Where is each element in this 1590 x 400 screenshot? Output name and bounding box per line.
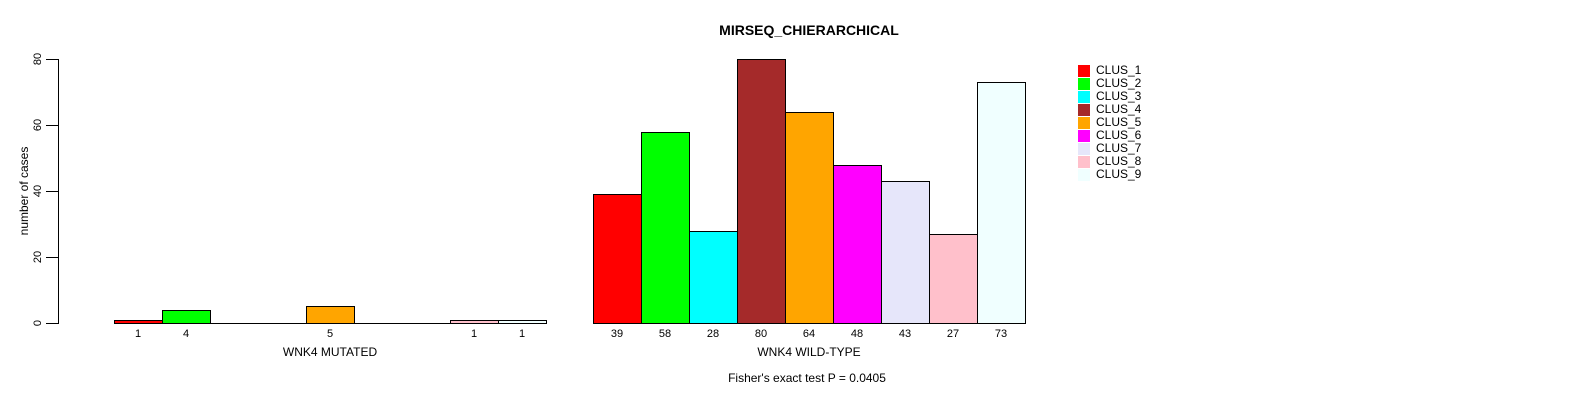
legend-swatch-clus_2	[1078, 77, 1090, 90]
bar-value-label-wnk4-wild-type-clus_3: 28	[706, 328, 720, 340]
y-tick-label-0: 0	[32, 319, 44, 327]
bar-value-label-wnk4-wild-type-clus_9: 73	[994, 328, 1008, 340]
bar-value-label-wnk4-mutated-clus_1: 1	[134, 328, 142, 340]
bar-value-label-wnk4-wild-type-clus_1: 39	[610, 328, 624, 340]
bar-wnk4-wild-type-clus_5	[785, 112, 834, 324]
legend-item-clus_5: CLUS_5	[1078, 116, 1141, 129]
legend-swatch-clus_4	[1078, 103, 1090, 116]
bar-wnk4-wild-type-clus_8	[929, 234, 978, 324]
fisher-test-annotation: Fisher's exact test P = 0.0405	[728, 371, 886, 385]
y-tick-mark-80	[46, 59, 58, 60]
chart-title: MIRSEQ_CHIERARCHICAL	[719, 22, 899, 38]
legend-label-clus_8: CLUS_8	[1096, 154, 1142, 168]
legend-label-clus_1: CLUS_1	[1096, 63, 1142, 77]
legend-swatch-clus_9	[1078, 168, 1090, 181]
y-tick-label-20: 20	[32, 250, 44, 264]
legend-item-clus_6: CLUS_6	[1078, 129, 1141, 142]
y-tick-label-40: 40	[32, 184, 44, 198]
y-tick-mark-20	[46, 257, 58, 258]
zero-bar-wnk4-mutated-clus_6	[354, 323, 403, 324]
bar-wnk4-wild-type-clus_6	[833, 165, 882, 324]
bar-value-label-wnk4-mutated-clus_8: 1	[470, 328, 478, 340]
bar-wnk4-wild-type-clus_4	[737, 59, 786, 324]
legend-item-clus_4: CLUS_4	[1078, 103, 1141, 116]
legend-swatch-clus_1	[1078, 64, 1090, 77]
legend-swatch-clus_5	[1078, 116, 1090, 129]
bar-value-label-wnk4-wild-type-clus_8: 27	[946, 328, 960, 340]
legend-item-clus_9: CLUS_9	[1078, 168, 1141, 181]
zero-bar-wnk4-mutated-clus_4	[258, 323, 307, 324]
zero-bar-wnk4-mutated-clus_7	[402, 323, 451, 324]
legend-swatch-clus_3	[1078, 90, 1090, 103]
legend-item-clus_2: CLUS_2	[1078, 77, 1141, 90]
legend-swatch-clus_7	[1078, 142, 1090, 155]
y-axis-line	[58, 59, 59, 324]
zero-bar-wnk4-mutated-clus_3	[210, 323, 259, 324]
legend-item-clus_8: CLUS_8	[1078, 155, 1141, 168]
legend-label-clus_4: CLUS_4	[1096, 102, 1142, 116]
bar-value-label-wnk4-wild-type-clus_4: 80	[754, 328, 768, 340]
bar-wnk4-wild-type-clus_9	[977, 82, 1026, 324]
legend-label-clus_7: CLUS_7	[1096, 141, 1142, 155]
bar-wnk4-wild-type-clus_3	[689, 231, 738, 324]
bar-wnk4-mutated-clus_2	[162, 310, 211, 324]
legend-label-clus_6: CLUS_6	[1096, 128, 1142, 142]
y-tick-mark-0	[46, 323, 58, 324]
x-axis-title-wildtype: WNK4 WILD-TYPE	[757, 345, 861, 359]
bar-value-label-wnk4-wild-type-clus_7: 43	[898, 328, 912, 340]
bar-wnk4-mutated-clus_5	[306, 306, 355, 324]
bar-value-label-wnk4-mutated-clus_9: 1	[518, 328, 526, 340]
legend-item-clus_1: CLUS_1	[1078, 64, 1141, 77]
bar-wnk4-wild-type-clus_2	[641, 132, 690, 324]
bar-value-label-wnk4-mutated-clus_2: 4	[182, 328, 190, 340]
x-axis-title-mutated: WNK4 MUTATED	[282, 345, 378, 359]
legend-item-clus_3: CLUS_3	[1078, 90, 1141, 103]
bar-wnk4-mutated-clus_1	[114, 320, 163, 324]
bar-wnk4-mutated-clus_9	[498, 320, 547, 324]
legend-label-clus_2: CLUS_2	[1096, 76, 1142, 90]
bar-value-label-wnk4-wild-type-clus_2: 58	[658, 328, 672, 340]
legend-label-clus_3: CLUS_3	[1096, 89, 1142, 103]
legend-swatch-clus_6	[1078, 129, 1090, 142]
y-axis-title: number of cases	[17, 146, 31, 236]
legend-item-clus_7: CLUS_7	[1078, 142, 1141, 155]
bar-value-label-wnk4-wild-type-clus_6: 48	[850, 328, 864, 340]
legend: CLUS_1 CLUS_2 CLUS_3 CLUS_4 CLUS_5 CLUS_6 CLUS…	[1078, 64, 1141, 181]
bar-value-label-wnk4-mutated-clus_5: 5	[326, 328, 334, 340]
legend-label-clus_5: CLUS_5	[1096, 115, 1142, 129]
legend-swatch-clus_8	[1078, 155, 1090, 168]
bar-wnk4-wild-type-clus_1	[593, 194, 642, 324]
y-tick-label-60: 60	[32, 118, 44, 132]
y-tick-label-80: 80	[32, 52, 44, 66]
y-tick-mark-60	[46, 125, 58, 126]
bar-value-label-wnk4-wild-type-clus_5: 64	[802, 328, 816, 340]
bar-wnk4-mutated-clus_8	[450, 320, 499, 324]
bar-wnk4-wild-type-clus_7	[881, 181, 930, 324]
legend-label-clus_9: CLUS_9	[1096, 167, 1142, 181]
y-tick-mark-40	[46, 191, 58, 192]
